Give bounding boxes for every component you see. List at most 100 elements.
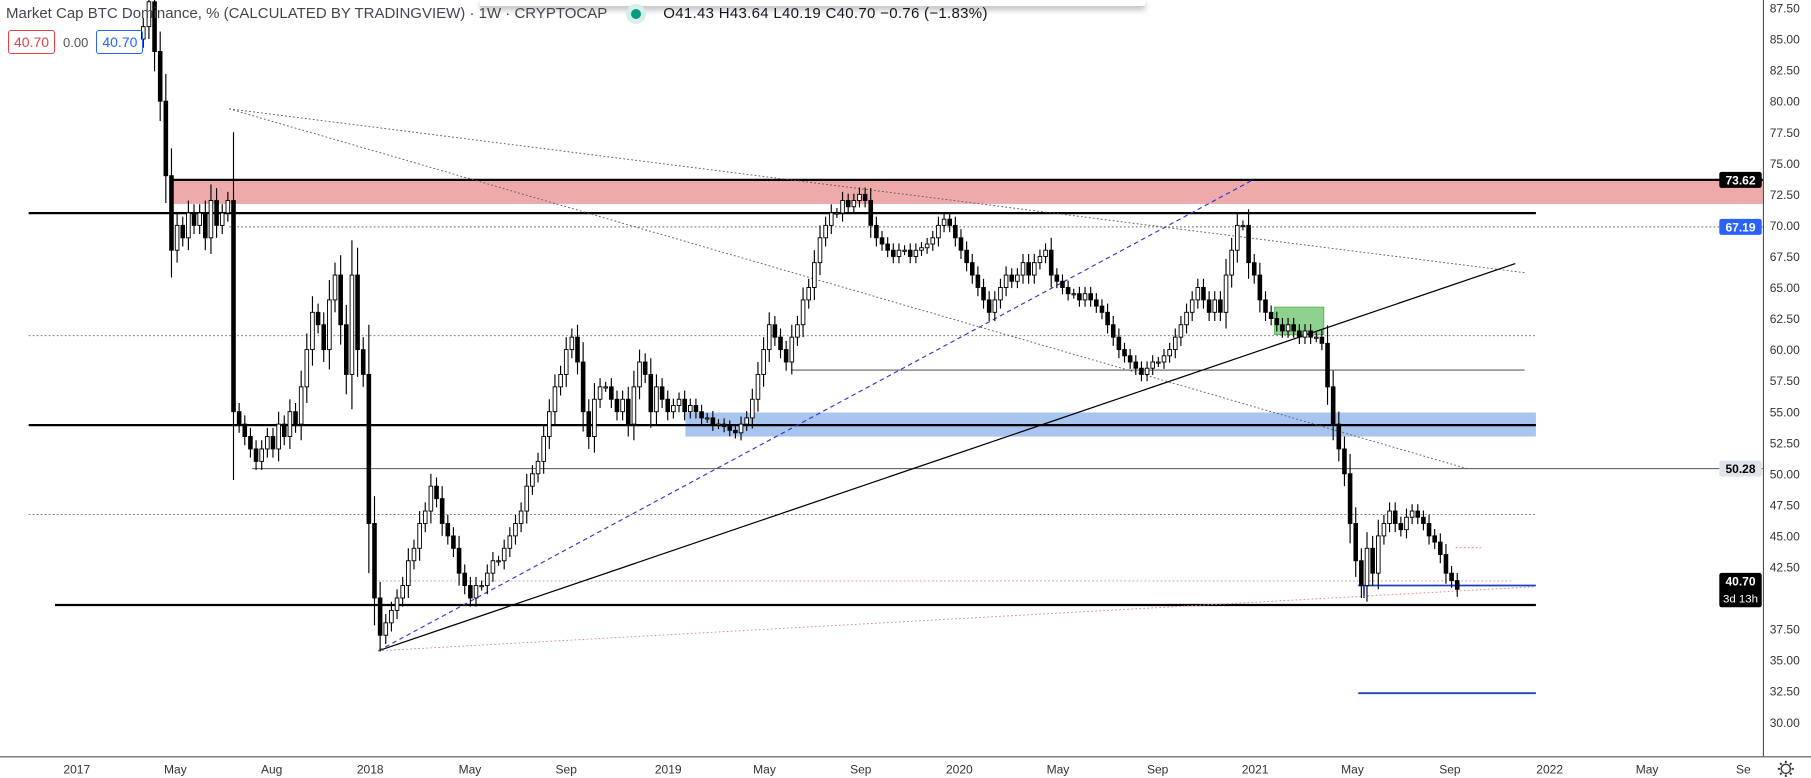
candle[interactable] bbox=[484, 564, 490, 595]
candle[interactable] bbox=[569, 328, 575, 359]
settings-gear-icon[interactable] bbox=[1777, 760, 1794, 777]
candle[interactable] bbox=[1133, 355, 1139, 376]
candle[interactable] bbox=[552, 374, 558, 425]
candle[interactable] bbox=[868, 188, 874, 238]
candle[interactable] bbox=[547, 399, 552, 449]
candle[interactable] bbox=[236, 402, 242, 433]
candle[interactable] bbox=[1274, 311, 1280, 332]
candle[interactable] bbox=[1082, 286, 1088, 307]
candle[interactable] bbox=[902, 245, 907, 256]
candle[interactable] bbox=[992, 291, 998, 322]
candle[interactable] bbox=[276, 411, 281, 462]
candle[interactable] bbox=[186, 200, 191, 251]
price-axis[interactable]: 87.50 85.00 82.50 80.00 77.50 75.00 72.50 70.00… bbox=[1770, 2, 1800, 730]
candle[interactable] bbox=[817, 225, 823, 276]
candle[interactable] bbox=[851, 193, 857, 214]
candle[interactable] bbox=[1048, 237, 1054, 288]
candle[interactable] bbox=[1031, 253, 1037, 284]
candle[interactable] bbox=[975, 266, 981, 297]
candle[interactable] bbox=[795, 316, 800, 346]
candle[interactable] bbox=[907, 243, 913, 264]
candle[interactable] bbox=[343, 304, 349, 395]
candle[interactable] bbox=[1297, 324, 1302, 344]
candle[interactable] bbox=[789, 324, 795, 375]
candle[interactable] bbox=[609, 378, 614, 408]
candle[interactable] bbox=[1077, 286, 1082, 307]
candle[interactable] bbox=[208, 184, 214, 254]
candle[interactable] bbox=[1167, 342, 1172, 363]
candle[interactable] bbox=[174, 212, 180, 263]
candle[interactable] bbox=[1206, 291, 1212, 322]
candle[interactable] bbox=[1347, 453, 1353, 544]
candle[interactable] bbox=[389, 601, 394, 632]
candle[interactable] bbox=[490, 552, 496, 582]
candle[interactable] bbox=[998, 278, 1003, 309]
candle[interactable] bbox=[603, 381, 608, 392]
candle[interactable] bbox=[930, 230, 936, 251]
candle[interactable] bbox=[231, 132, 236, 480]
candle[interactable] bbox=[1043, 243, 1048, 264]
candle[interactable] bbox=[614, 390, 620, 421]
candle[interactable] bbox=[654, 374, 659, 425]
candle[interactable] bbox=[1415, 504, 1421, 525]
candle[interactable] bbox=[281, 415, 287, 446]
candle[interactable] bbox=[862, 187, 868, 208]
candle[interactable] bbox=[840, 191, 845, 222]
candle[interactable] bbox=[225, 191, 231, 222]
candle[interactable] bbox=[891, 243, 896, 264]
candle[interactable] bbox=[513, 514, 518, 545]
candle[interactable] bbox=[1195, 278, 1201, 309]
candle[interactable] bbox=[1240, 220, 1246, 231]
candle[interactable] bbox=[687, 398, 693, 419]
candle[interactable] bbox=[219, 204, 225, 235]
candle[interactable] bbox=[338, 255, 343, 345]
candle[interactable] bbox=[248, 427, 253, 458]
candle[interactable] bbox=[671, 398, 676, 419]
candle[interactable] bbox=[1251, 253, 1257, 284]
time-axis[interactable]: 2017 May Aug 2018 May Sep 2019 May Sep 2020 May Sep… bbox=[63, 762, 1751, 776]
candle[interactable] bbox=[496, 555, 501, 566]
candle[interactable] bbox=[1359, 548, 1364, 598]
candle[interactable] bbox=[265, 427, 270, 458]
candle[interactable] bbox=[1398, 516, 1404, 537]
candle[interactable] bbox=[1003, 266, 1009, 297]
candle[interactable] bbox=[456, 535, 462, 586]
candle[interactable] bbox=[366, 324, 372, 574]
candle[interactable] bbox=[1161, 348, 1167, 369]
candle[interactable] bbox=[1263, 291, 1268, 322]
candle[interactable] bbox=[981, 278, 986, 309]
candle[interactable] bbox=[445, 514, 451, 545]
candle[interactable] bbox=[157, 31, 163, 122]
candle[interactable] bbox=[1268, 305, 1274, 326]
candle[interactable] bbox=[411, 539, 417, 570]
candle[interactable] bbox=[152, 0, 157, 72]
candle[interactable] bbox=[1285, 317, 1291, 338]
candle[interactable] bbox=[828, 204, 834, 235]
candle[interactable] bbox=[462, 564, 468, 595]
candle[interactable] bbox=[1054, 268, 1060, 289]
candle[interactable] bbox=[479, 580, 484, 591]
candle[interactable] bbox=[648, 358, 654, 428]
candle[interactable] bbox=[310, 296, 315, 366]
candle[interactable] bbox=[1026, 253, 1031, 284]
candle[interactable] bbox=[806, 278, 812, 309]
candle[interactable] bbox=[383, 614, 389, 644]
candle[interactable] bbox=[394, 589, 400, 620]
candle[interactable] bbox=[1375, 519, 1381, 590]
candle[interactable] bbox=[783, 340, 789, 371]
candle[interactable] bbox=[1404, 508, 1409, 539]
candle[interactable] bbox=[1421, 510, 1426, 531]
trendline-rising[interactable] bbox=[378, 262, 1516, 652]
candle[interactable] bbox=[321, 312, 327, 363]
candle[interactable] bbox=[885, 237, 890, 258]
candle[interactable] bbox=[563, 337, 569, 387]
candle[interactable] bbox=[434, 477, 439, 508]
trendline-dotted-1[interactable] bbox=[229, 108, 1525, 274]
buy-price-box[interactable]: 40.70 bbox=[96, 30, 144, 54]
candle[interactable] bbox=[1409, 504, 1415, 525]
resistance-zone[interactable] bbox=[171, 179, 1763, 204]
candle[interactable] bbox=[304, 333, 310, 403]
candle[interactable] bbox=[947, 212, 952, 233]
candle[interactable] bbox=[755, 362, 761, 412]
candle[interactable] bbox=[1094, 293, 1099, 313]
